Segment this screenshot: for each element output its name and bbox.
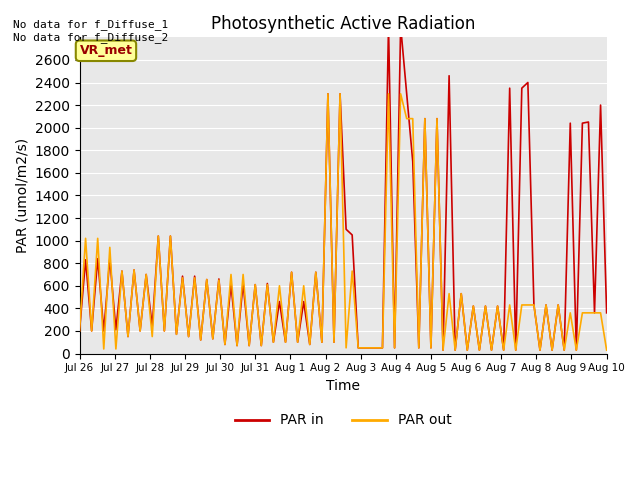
Title: Photosynthetic Active Radiation: Photosynthetic Active Radiation: [211, 15, 476, 33]
Text: VR_met: VR_met: [79, 44, 132, 57]
X-axis label: Time: Time: [326, 379, 360, 393]
Text: No data for f_Diffuse_1
No data for f_Diffuse_2: No data for f_Diffuse_1 No data for f_Di…: [13, 19, 168, 43]
Legend: PAR in, PAR out: PAR in, PAR out: [229, 408, 457, 433]
Y-axis label: PAR (umol/m2/s): PAR (umol/m2/s): [15, 138, 29, 253]
